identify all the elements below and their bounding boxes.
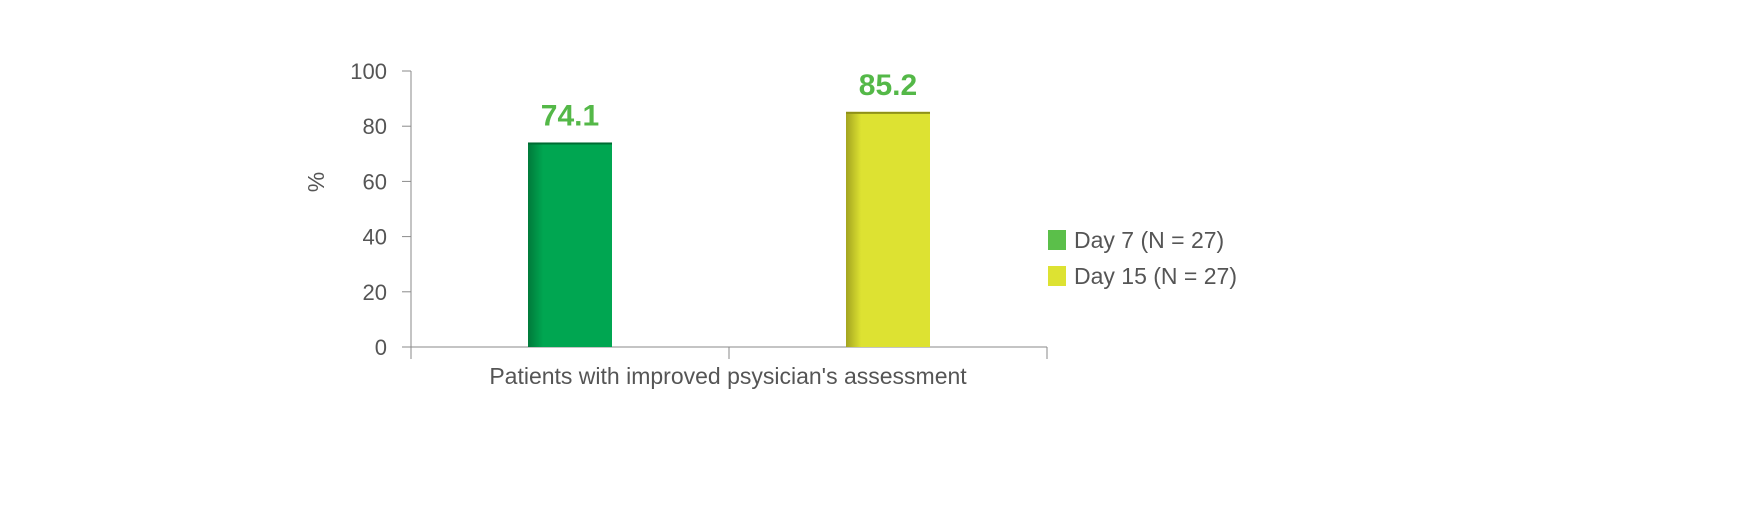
legend: Day 7 (N = 27) Day 15 (N = 27): [1048, 227, 1237, 289]
y-tick-label: 0: [375, 335, 387, 360]
axes: 0 20 40 60 80 100% Patients with improved psys…: [303, 59, 1048, 389]
legend-swatch-day-15: [1048, 266, 1066, 286]
legend-swatch-day-7: [1048, 230, 1066, 250]
legend-label-day-7: Day 7 (N = 27): [1074, 227, 1224, 253]
legend-label-day-15: Day 15 (N = 27): [1074, 263, 1237, 289]
bar-day-7: [528, 142, 612, 347]
y-tick-label: 100: [350, 59, 387, 84]
bar-top-edge: [528, 142, 612, 145]
bar-top-edge: [846, 111, 930, 114]
y-tick-label: 60: [363, 169, 387, 194]
data-label-day-15: 85.2: [859, 69, 917, 102]
bars: [528, 111, 930, 348]
y-tick-label: 80: [363, 114, 387, 139]
x-category-label: Patients with improved psysician's asses…: [489, 363, 967, 389]
data-label-day-7: 74.1: [541, 99, 599, 132]
y-axis-label: %: [303, 172, 329, 192]
data-labels: 74.1 85.2: [541, 69, 917, 133]
bar-day-15: [846, 111, 930, 348]
y-tick-label: 40: [363, 225, 387, 250]
y-tick-label: 20: [363, 280, 387, 305]
